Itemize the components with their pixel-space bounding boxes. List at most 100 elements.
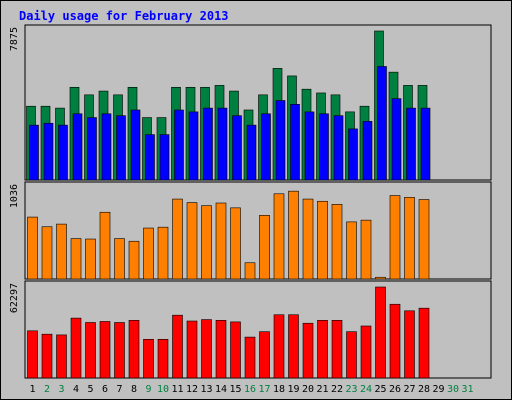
bar-series-2 <box>188 111 199 181</box>
bar <box>27 216 38 280</box>
bar <box>360 325 372 379</box>
bar-series-2 <box>130 109 141 181</box>
bar <box>99 211 111 280</box>
bar-series-2 <box>72 113 83 181</box>
bar <box>244 262 256 280</box>
x-tick-label: 30 <box>447 384 459 395</box>
x-tick-label: 1 <box>29 384 35 395</box>
bar <box>157 226 169 280</box>
bar <box>302 198 314 280</box>
bar-series-2 <box>145 134 155 181</box>
bar <box>346 331 357 379</box>
bar <box>288 190 299 280</box>
x-tick-label: 19 <box>287 384 299 395</box>
bar-series-2 <box>232 115 242 181</box>
x-tick-label: 22 <box>331 384 343 395</box>
bar-series-2 <box>406 107 416 181</box>
bar <box>259 215 270 280</box>
x-tick-label: 2 <box>44 384 50 395</box>
bar-series-2 <box>319 113 329 181</box>
bar <box>389 303 401 379</box>
bar <box>143 227 154 280</box>
x-tick-label: 11 <box>171 384 183 395</box>
bar <box>114 322 125 379</box>
bar-series-2 <box>217 107 228 181</box>
bar <box>56 334 67 379</box>
bar <box>215 320 227 379</box>
bar <box>288 314 299 379</box>
x-tick-label: 7 <box>116 384 122 395</box>
bar <box>41 333 53 379</box>
bar <box>70 317 82 379</box>
bar <box>215 202 227 280</box>
x-tick-label: 25 <box>374 384 386 395</box>
bar <box>389 195 401 280</box>
x-tick-label: 20 <box>302 384 314 395</box>
x-tick-label: 13 <box>200 384 212 395</box>
bar <box>273 193 285 280</box>
bar-series-2 <box>101 113 112 181</box>
x-tick-label: 15 <box>229 384 241 395</box>
bar <box>70 238 82 280</box>
bar <box>346 221 357 280</box>
y-max-label: 7875 <box>9 27 20 51</box>
bar-series-2 <box>246 124 257 181</box>
chart-title: Daily usage for February 2013 <box>19 9 229 23</box>
bar <box>201 319 212 379</box>
x-tick-label: 27 <box>403 384 415 395</box>
bar-series-2 <box>304 111 315 181</box>
x-tick-label: 16 <box>244 384 256 395</box>
x-tick-label: 6 <box>102 384 108 395</box>
bar-series-2 <box>362 121 373 181</box>
bar <box>114 238 125 280</box>
bar-series-2 <box>391 98 402 181</box>
bar <box>230 321 241 379</box>
bar <box>85 238 96 280</box>
bar <box>302 322 314 379</box>
bar <box>331 204 343 280</box>
bar-series-2 <box>348 128 358 181</box>
x-tick-label: 26 <box>389 384 401 395</box>
bar <box>27 330 38 379</box>
x-tick-label: 9 <box>145 384 151 395</box>
bar <box>418 199 430 280</box>
bar <box>157 338 169 379</box>
x-tick-label: 3 <box>58 384 64 395</box>
bar-series-2 <box>87 117 97 181</box>
x-tick-label: 12 <box>186 384 198 395</box>
bar-series-2 <box>174 109 184 181</box>
x-tick-label: 28 <box>418 384 430 395</box>
bar-series-2 <box>116 115 126 181</box>
bar-series-2 <box>261 113 271 181</box>
bar <box>404 310 415 379</box>
bar-series-2 <box>377 66 387 181</box>
bar <box>201 205 212 280</box>
bar <box>404 197 415 280</box>
bar <box>56 223 67 280</box>
x-tick-label: 18 <box>273 384 285 395</box>
bar <box>186 202 198 280</box>
bar <box>375 286 386 379</box>
x-tick-label: 21 <box>316 384 328 395</box>
bar <box>317 320 328 379</box>
bar-series-2 <box>203 107 213 181</box>
bar <box>244 336 256 379</box>
bar <box>317 200 328 280</box>
bar <box>331 320 343 379</box>
bar <box>128 320 140 379</box>
x-tick-label: 29 <box>432 384 444 395</box>
bar <box>418 307 430 379</box>
x-tick-label: 14 <box>215 384 227 395</box>
bar <box>259 331 270 379</box>
x-tick-label: 17 <box>258 384 270 395</box>
y-max-label: 62297 <box>9 283 20 313</box>
bar-series-2 <box>290 104 300 181</box>
y-max-label: 1036 <box>9 184 20 208</box>
bar-series-2 <box>159 134 170 181</box>
x-tick-label: 10 <box>157 384 169 395</box>
bar <box>360 219 372 280</box>
bar-series-2 <box>275 100 286 181</box>
bar-series-2 <box>43 122 54 181</box>
